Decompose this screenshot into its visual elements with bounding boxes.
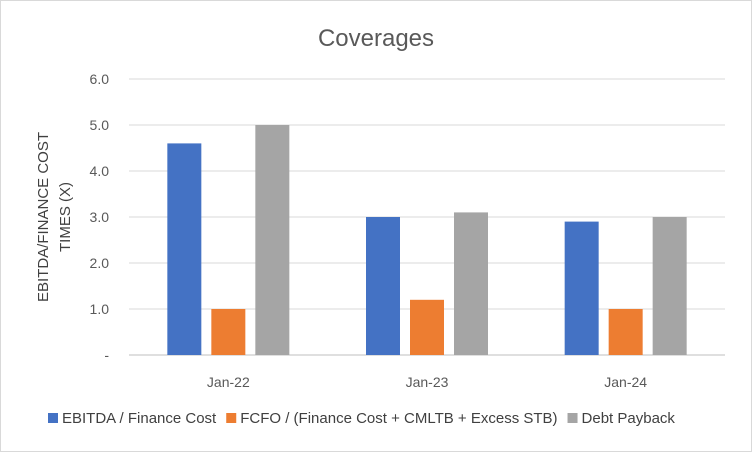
bar-jan-23-series-1 [366,217,400,355]
bar-jan-23-series-3 [454,212,488,355]
x-tick-label: Jan-23 [406,374,449,390]
legend-item-1: EBITDA / Finance Cost [48,410,217,427]
bar-jan-24-series-2 [608,309,643,355]
y-tick-label: 1.0 [90,301,110,317]
bar-jan-24-series-1 [564,221,599,355]
bar-jan-22-series-1 [167,143,202,355]
y-tick-label: 3.0 [90,209,110,225]
y-tick-label: 6.0 [90,71,110,87]
x-axis-ticks: Jan-22 Jan-23 Jan-24 [207,374,647,390]
bar-jan-22-series-2 [211,309,246,355]
legend-item-2: FCFO / (Finance Cost + CMLTB + Excess ST… [226,410,558,427]
bar-jan-22-series-3 [255,125,290,355]
y-tick-label: 5.0 [90,117,110,133]
y-axis-label-line-1: EBITDA/FINANCE COST [35,132,52,302]
legend-label: FCFO / (Finance Cost + CMLTB + Excess ST… [240,410,557,427]
bars [167,125,687,355]
y-tick-label: - [104,347,109,363]
chart-title: Coverages [318,25,434,52]
legend-label: Debt Payback [582,410,676,427]
bar-jan-23-series-2 [410,299,444,355]
legend-swatch [226,413,237,423]
y-axis-label: EBITDA/FINANCE COST TIMES (X) [35,132,74,302]
legend-label: EBITDA / Finance Cost [62,410,217,427]
x-tick-label: Jan-24 [604,374,647,390]
y-axis-label-line-2: TIMES (X) [57,182,74,252]
legend: EBITDA / Finance Cost FCFO / (Finance Cos… [48,410,675,427]
legend-item-3: Debt Payback [567,410,676,427]
x-tick-label: Jan-22 [207,374,250,390]
y-tick-label: 4.0 [90,163,110,179]
legend-swatch [48,413,58,423]
y-tick-label: 2.0 [90,255,110,271]
y-axis-ticks: - 1.0 2.0 3.0 4.0 5.0 6.0 [90,71,110,363]
legend-swatch [567,413,578,423]
bar-jan-24-series-3 [652,217,687,355]
